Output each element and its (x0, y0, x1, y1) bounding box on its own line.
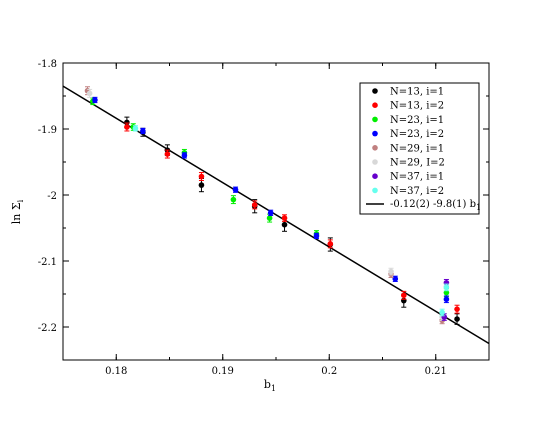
x-tick-label: 0.19 (212, 366, 234, 377)
legend-label: N=37, i=1 (390, 172, 444, 183)
y-tick-label: -2 (47, 191, 57, 202)
legend-fit-line-label-main: -0.12(2) -9.8(1) b (390, 199, 476, 210)
legend-label: N=13, i=1 (390, 87, 444, 98)
data-point (454, 316, 460, 322)
data-point (454, 306, 460, 312)
legend-marker (372, 116, 378, 123)
y-axis-label-subscript: i (16, 199, 25, 202)
data-point (198, 173, 205, 180)
legend-marker (372, 130, 378, 137)
plot-frame (62, 62, 490, 361)
x-tick-label: 0.2 (321, 366, 337, 377)
data-point (443, 289, 450, 296)
data-point (198, 182, 205, 188)
legend-marker (372, 145, 378, 151)
data-point (124, 124, 130, 130)
data-point (251, 202, 258, 208)
y-tick-label: -2.1 (38, 257, 57, 268)
legend: N=13, i=1 N=13, i=2 N=23, i=1 N=23, i=2 N=29… (359, 82, 481, 215)
legend-label: N=29, I=2 (390, 158, 445, 169)
series-4 (92, 96, 450, 304)
data-point (164, 151, 171, 157)
legend-marker (372, 187, 378, 194)
legend-marker (372, 88, 378, 94)
y-tick-label: -2.2 (38, 323, 57, 334)
data-point (439, 309, 445, 316)
data-point (132, 125, 139, 132)
data-point (181, 152, 188, 159)
legend-marker (372, 173, 378, 179)
data-point (92, 97, 98, 103)
data-point (443, 284, 450, 291)
y-tick-label: -1.9 (38, 125, 57, 136)
x-tick-label: 0.21 (425, 366, 447, 377)
data-point (232, 186, 239, 193)
data-point (313, 233, 320, 239)
data-point (392, 276, 399, 282)
data-point (443, 296, 450, 303)
x-axis-label: b1 (264, 378, 276, 393)
legend-label: N=23, i=1 (390, 115, 444, 126)
legend-box (359, 82, 480, 215)
data-point (281, 215, 288, 221)
data-point (267, 210, 274, 216)
x-axis-label-subscript: 1 (271, 384, 276, 393)
legend-marker (372, 102, 378, 108)
legend-fit-line-label-subscript: 1 (476, 203, 481, 212)
legend-label: N=37, i=2 (390, 186, 444, 197)
y-axis-label: ln Σi (10, 199, 25, 224)
x-axis-label-main: b (264, 378, 271, 391)
y-tick-label: -1.8 (38, 59, 57, 70)
series-2 (124, 122, 460, 314)
series-8 (132, 125, 450, 317)
data-point (266, 215, 273, 221)
legend-label: N=23, i=2 (390, 129, 444, 140)
data-point (124, 119, 130, 126)
x-tick-label: 0.18 (105, 366, 127, 377)
legend-label: N=13, i=2 (390, 101, 444, 112)
y-axis-label-main: ln Σ (10, 202, 23, 224)
legend-fit-line-label: -0.12(2) -9.8(1) b1 (390, 199, 481, 212)
data-point (327, 241, 334, 247)
legend-label: N=29, i=1 (390, 143, 444, 154)
data-point (140, 128, 146, 134)
data-point (388, 268, 394, 275)
data-point (401, 292, 407, 299)
data-point (230, 196, 237, 203)
data-point (86, 90, 93, 97)
legend-marker (372, 159, 378, 165)
data-point (281, 221, 288, 228)
